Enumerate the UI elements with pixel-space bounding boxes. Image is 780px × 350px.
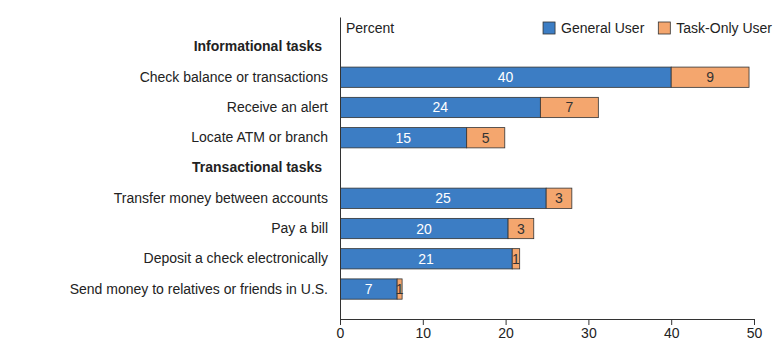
legend: General User Task-Only User [543, 20, 772, 36]
bar-segment [340, 97, 540, 117]
data-label: 1 [396, 281, 404, 297]
x-axis-line [341, 320, 755, 326]
bar-segment [540, 97, 598, 117]
bar-segment [340, 128, 467, 148]
data-label: 5 [482, 130, 490, 146]
legend-label: General User [561, 20, 645, 36]
y-tick: Deposit a check electronically [144, 250, 328, 266]
bar-segment [340, 67, 671, 87]
x-tick-label: 50 [747, 325, 763, 341]
group-header: Informational tasks [194, 38, 323, 54]
data-labels: 40 24 15 2520 21 7 9 7 5 3 3 1 1 [365, 69, 715, 297]
bar-segment [340, 249, 512, 269]
category-label: Pay a bill [271, 220, 328, 236]
data-label: 40 [498, 69, 514, 85]
category-label: Transfer money between accounts [114, 190, 328, 206]
data-label: 3 [555, 190, 563, 206]
x-tick: 40 [664, 319, 680, 341]
data-label: 7 [565, 99, 573, 115]
data-label: 9 [706, 69, 714, 85]
y-tick: Informational tasks [194, 38, 323, 54]
bar-segment [340, 188, 546, 208]
y-tick: Send money to relatives or friends in U.… [70, 281, 328, 297]
bar-segment [546, 188, 572, 208]
category-label: Locate ATM or branch [191, 129, 328, 145]
data-label: 21 [418, 251, 434, 267]
x-tick-label: 40 [664, 325, 680, 341]
bar-segment [671, 67, 749, 87]
category-label: Deposit a check electronically [144, 250, 328, 266]
category-label: Send money to relatives or friends in U.… [70, 281, 328, 297]
bar-segment [512, 249, 519, 269]
group-header: Transactional tasks [192, 159, 322, 175]
x-tick: 0 [337, 319, 345, 341]
x-tick-label: 20 [498, 325, 514, 341]
x-tick-label: 30 [581, 325, 597, 341]
x-tick: 20 [498, 319, 514, 341]
legend-label: Task-Only User [676, 20, 772, 36]
legend-swatch [543, 22, 555, 34]
data-label: 24 [432, 99, 448, 115]
y-tick: Transfer money between accounts [114, 190, 328, 206]
data-label: 20 [416, 221, 432, 237]
category-label: Receive an alert [227, 99, 328, 115]
data-label: 7 [365, 281, 373, 297]
x-axis-title: Percent [346, 20, 394, 36]
x-axis: 0 10 20 30 40 50 [337, 319, 763, 341]
bar-segment [340, 279, 397, 299]
x-tick: 10 [416, 319, 432, 341]
chart-svg: 4024152520217975331101020304050Informati… [0, 0, 780, 350]
data-label: 3 [517, 221, 525, 237]
x-tick: 30 [581, 319, 597, 341]
x-tick: 50 [747, 319, 763, 341]
y-axis: Informational tasks Check balance or tran… [70, 18, 341, 320]
chart-container: 4024152520217975331101020304050Informati… [0, 0, 780, 350]
data-label: 15 [396, 130, 412, 146]
y-tick: Check balance or transactions [140, 69, 328, 85]
y-tick: Transactional tasks [192, 159, 322, 175]
data-label: 25 [435, 190, 451, 206]
bar-segment [508, 218, 534, 238]
y-tick: Receive an alert [227, 99, 328, 115]
category-label: Check balance or transactions [140, 69, 328, 85]
legend-swatch [658, 22, 670, 34]
data-label: 1 [512, 251, 520, 267]
bar-segment [340, 218, 508, 238]
y-tick: Pay a bill [271, 220, 328, 236]
bar-segment [467, 128, 505, 148]
y-tick: Locate ATM or branch [191, 129, 328, 145]
x-tick-label: 10 [416, 325, 432, 341]
y-axis-line [340, 18, 341, 320]
x-tick-label: 0 [337, 325, 345, 341]
bars [340, 67, 749, 299]
